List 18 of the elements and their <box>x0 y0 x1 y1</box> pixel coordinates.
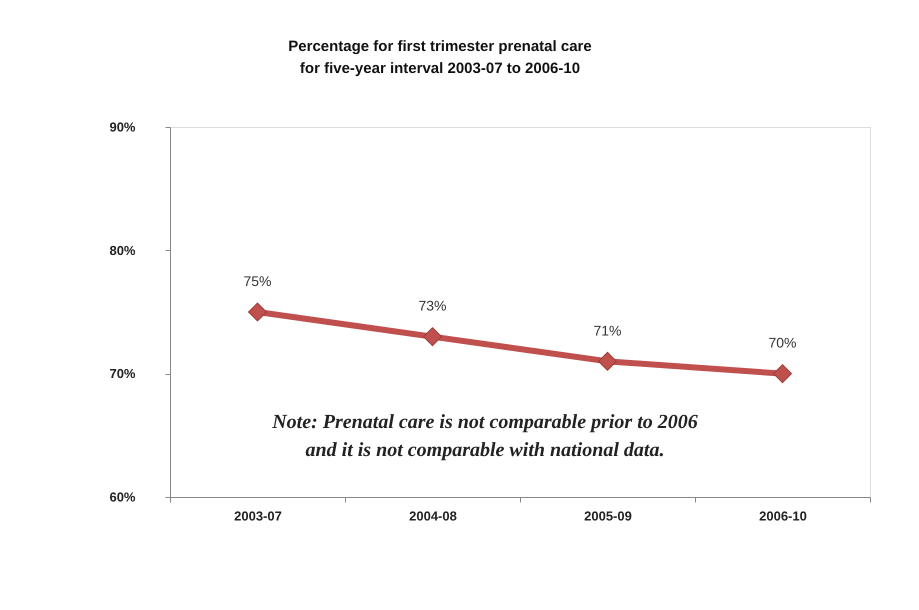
point <box>248 302 267 322</box>
point <box>773 364 792 384</box>
y-tick-label: 70% <box>109 366 136 382</box>
data-label: 71% <box>593 322 622 338</box>
data-label: 70% <box>768 334 797 351</box>
x-tick-label: 2004-08 <box>409 508 457 524</box>
x-tick-label: 2005-09 <box>584 508 632 524</box>
x-tick-label: 2006-10 <box>759 508 807 524</box>
x-tick-label: 2003-07 <box>234 508 282 524</box>
y-tick-label: 60% <box>109 490 136 504</box>
annotation: Note: Prenatal care is not comparable prior to 2006 and it is not comparable with national data. <box>271 411 698 461</box>
data-label: 75% <box>243 273 272 289</box>
chart-title: Percentage for first trimester prenatal care for five-year interval 2003-07 to 2006-10 <box>288 38 592 77</box>
y-tick-label: 80% <box>109 242 136 258</box>
data-label: 73% <box>418 298 447 314</box>
y-tick-label: 90% <box>109 120 136 134</box>
point <box>598 352 617 371</box>
point <box>423 327 442 346</box>
